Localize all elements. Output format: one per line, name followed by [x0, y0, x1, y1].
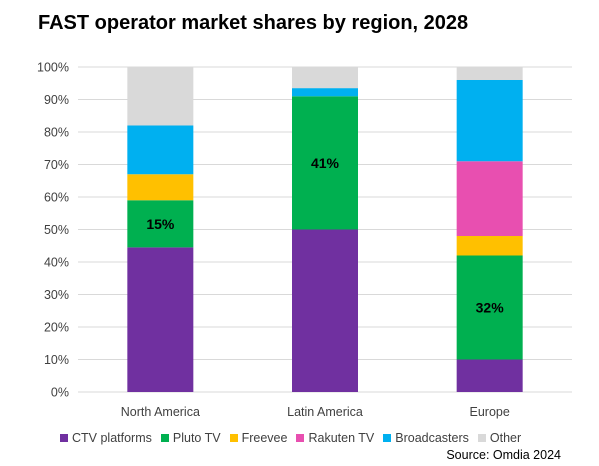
y-tick-label: 10%: [44, 353, 69, 367]
legend-item-pluto-tv: Pluto TV: [160, 431, 221, 445]
legend-swatch: [229, 434, 238, 442]
y-tick-label: 90%: [44, 93, 69, 107]
data-label-europe: 32%: [476, 300, 505, 316]
y-tick-label: 0%: [51, 386, 69, 400]
bar-north-america-broadcasters: [127, 125, 194, 175]
legend-label: Rakuten TV: [308, 431, 375, 445]
bar-europe-broadcasters: [456, 80, 523, 162]
legend-item-rakuten-tv: Rakuten TV: [296, 431, 374, 445]
legend-label: Pluto TV: [172, 431, 221, 445]
bar-north-america-pluto-tv: [127, 200, 194, 248]
y-tick-label: 70%: [44, 158, 69, 172]
legend-label: Other: [489, 431, 522, 445]
y-tick-label: 40%: [44, 256, 69, 270]
legend-swatch: [296, 434, 305, 442]
legend-item-ctv-platforms: CTV platforms: [60, 431, 152, 445]
legend-item-other: Other: [477, 431, 522, 445]
y-tick-label: 80%: [44, 126, 69, 140]
legend-swatch: [477, 434, 486, 442]
bar-europe-other: [456, 67, 523, 80]
data-label-north-america: 15%: [146, 216, 175, 232]
bar-europe-ctv-platforms: [456, 359, 523, 392]
bar-latin-america-pluto-tv: [292, 96, 358, 230]
bar-latin-america-other: [292, 67, 358, 89]
bar-latin-america-broadcasters: [292, 88, 358, 97]
y-tick-label: 20%: [44, 321, 69, 335]
legend-item-freevee: Freevee: [229, 431, 288, 445]
legend-label: CTV platforms: [72, 431, 152, 445]
data-label-latin-america: 41%: [311, 155, 340, 171]
y-tick-label: 30%: [44, 288, 69, 302]
y-tick-label: 60%: [44, 191, 69, 205]
legend-swatch: [60, 434, 68, 442]
x-tick-label: North America: [121, 405, 200, 419]
y-tick-label: 100%: [37, 61, 69, 75]
bar-europe-rakuten-tv: [456, 161, 523, 236]
x-tick-label: Latin America: [287, 405, 363, 419]
chart-title: FAST operator market shares by region, 2…: [38, 12, 469, 34]
source-note: Source: Omdia 2024: [446, 448, 561, 462]
bar-north-america-ctv-platforms: [127, 247, 194, 392]
legend-swatch: [160, 434, 169, 442]
chart-legend: CTV platforms Pluto TV Freevee Rakuten TV Br…: [60, 431, 521, 445]
y-tick-label: 50%: [44, 223, 69, 237]
legend-label: Broadcasters: [395, 431, 469, 445]
legend-item-broadcasters: Broadcasters: [383, 431, 469, 445]
bar-europe-freevee: [456, 236, 523, 256]
legend-swatch: [383, 434, 392, 442]
bar-north-america-other: [127, 67, 194, 126]
x-tick-label: Europe: [470, 405, 510, 419]
bar-europe-pluto-tv: [456, 255, 523, 360]
bar-latin-america-ctv-platforms: [292, 229, 358, 392]
bar-north-america-freevee: [127, 174, 194, 201]
legend-label: Freevee: [241, 431, 288, 445]
